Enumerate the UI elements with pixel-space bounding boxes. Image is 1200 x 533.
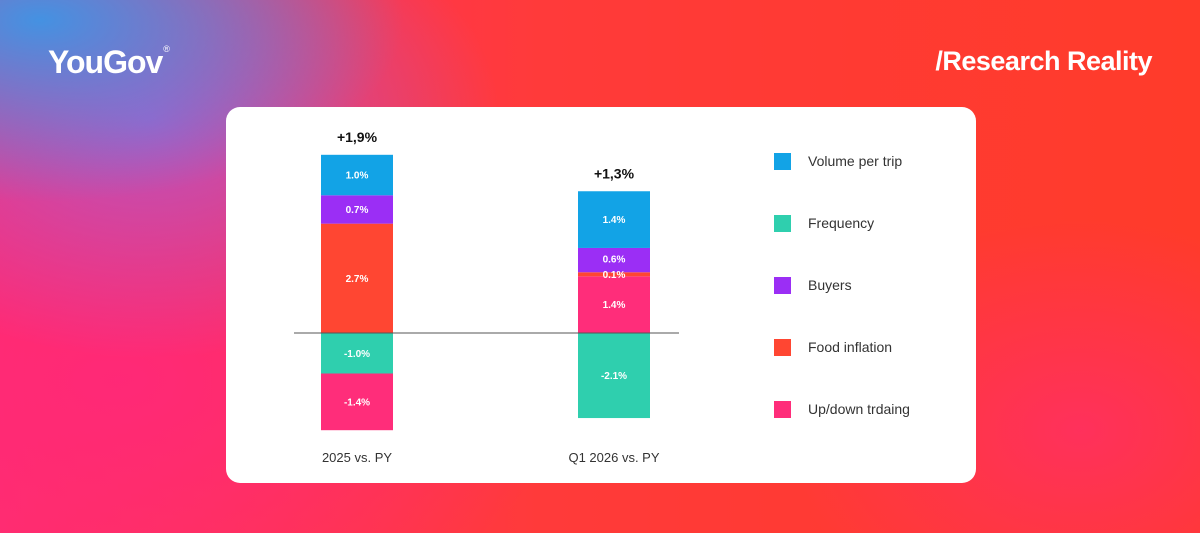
legend-swatch bbox=[774, 338, 791, 356]
brand-mark: ® bbox=[163, 44, 170, 54]
value-label-frequency-2: -2.1% bbox=[601, 371, 627, 382]
value-label-frequency-1: -1.0% bbox=[344, 349, 370, 360]
legend-swatch bbox=[774, 400, 791, 418]
legend-item-buyers: Buyers bbox=[774, 275, 852, 295]
chart-card: 2.7% 0.7% 1.0% -1.0% -1.4% 1.4% 0.1% 0.6% 1.4% -2… bbox=[226, 107, 976, 483]
bar-up-down-trdaing-1 bbox=[321, 373, 393, 431]
value-label-buyers-1: 0.7% bbox=[346, 205, 369, 216]
research-reality-tagline: /Research Reality bbox=[935, 46, 1152, 76]
value-label-up-down-trdaing-1: -1.4% bbox=[344, 397, 370, 408]
value-label-volume-per-trip-2: 1.4% bbox=[603, 215, 626, 226]
legend-item-volume-per-trip: Volume per trip bbox=[774, 151, 902, 171]
stacked-bar-chart: 2.7% 0.7% 1.0% -1.0% -1.4% 1.4% 0.1% 0.6% 1.4% -2… bbox=[294, 129, 679, 465]
legend-label: Volume per trip bbox=[808, 153, 903, 169]
bar-up-down-trdaing-2 bbox=[578, 276, 650, 333]
bar-buyers-2 bbox=[578, 247, 650, 273]
bar-volume-per-trip-1 bbox=[321, 154, 393, 196]
bar-frequency-2 bbox=[578, 333, 650, 419]
bar-buyers-1 bbox=[321, 195, 393, 224]
value-label-up-down-trdaing-2: 1.4% bbox=[603, 300, 626, 311]
category-label-2: Q1 2026 vs. PY bbox=[568, 450, 659, 465]
bar-food-inflation-1 bbox=[321, 223, 393, 333]
yougov-logo: YouGov® bbox=[48, 44, 170, 81]
bar-food-inflation-2 bbox=[578, 272, 650, 277]
legend-label: Up/down trdaing bbox=[808, 401, 910, 417]
legend-swatch bbox=[774, 152, 791, 170]
value-label-buyers-2: 0.6% bbox=[603, 255, 626, 266]
category-label-1: 2025 vs. PY bbox=[322, 450, 392, 465]
value-label-food-inflation-1: 2.7% bbox=[346, 274, 369, 285]
value-label-food-inflation-2: 0.1% bbox=[603, 270, 626, 281]
total-label-2: +1,3% bbox=[594, 165, 635, 181]
legend-swatch bbox=[774, 214, 791, 232]
brand-name: YouGov bbox=[48, 44, 163, 80]
legend-label: Food inflation bbox=[808, 339, 893, 355]
legend-item-frequency: Frequency bbox=[774, 213, 874, 233]
bar-frequency-1 bbox=[321, 333, 393, 374]
total-label-1: +1,9% bbox=[337, 129, 378, 145]
legend-item-up-down-trdaing: Up/down trdaing bbox=[774, 399, 910, 419]
legend-swatch bbox=[774, 276, 791, 294]
legend-label: Buyers bbox=[808, 277, 852, 293]
legend-item-food-inflation: Food inflation bbox=[774, 337, 892, 357]
legend-label: Frequency bbox=[808, 215, 875, 231]
bar-volume-per-trip-2 bbox=[578, 191, 650, 248]
value-label-volume-per-trip-1: 1.0% bbox=[346, 171, 369, 182]
